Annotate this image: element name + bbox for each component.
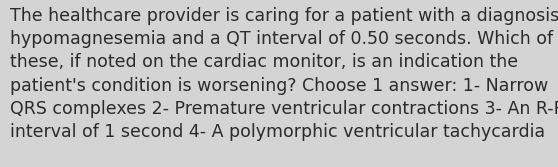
Text: The healthcare provider is caring for a patient with a diagnosis of
hypomagnesem: The healthcare provider is caring for a … bbox=[10, 7, 558, 141]
